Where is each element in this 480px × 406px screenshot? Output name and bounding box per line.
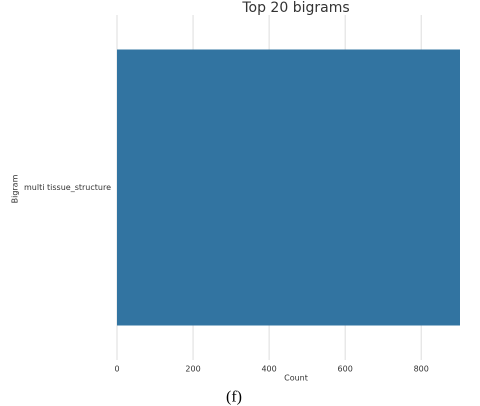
- x-tick-label: 600: [338, 365, 353, 374]
- x-tick-label: 800: [414, 365, 429, 374]
- bar: [117, 49, 460, 326]
- caption: (f): [226, 389, 242, 406]
- x-tick-label: 0: [114, 365, 119, 374]
- x-tick-label: 200: [185, 365, 200, 374]
- y-tick-label: multi tissue_structure: [24, 183, 111, 192]
- chart-title: Top 20 bigrams: [241, 0, 349, 16]
- y-axis-label: Bigram: [11, 174, 20, 203]
- x-tick-label: 400: [261, 365, 276, 374]
- x-axis-label: Count: [284, 374, 308, 383]
